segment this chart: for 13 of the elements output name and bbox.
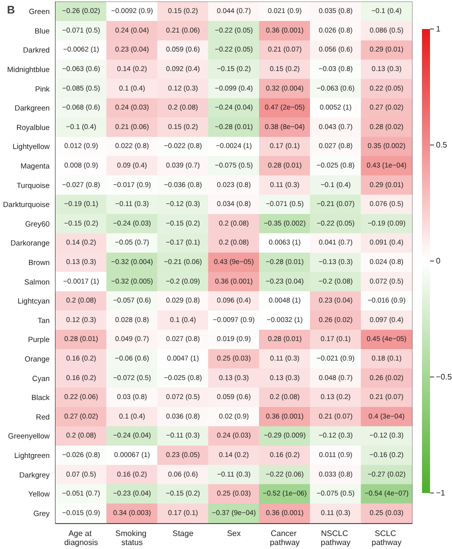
x-tick-label: Age at diagnosis [64,529,98,547]
color-bar-label: −0.5 [436,372,452,382]
x-tick-label: Stage [172,529,194,538]
x-tick-label: Cancer pathway [270,529,300,547]
x-tick-label: Sex [226,529,241,538]
color-bar-label: 0.5 [436,140,448,150]
color-bar-label: 0 [436,256,441,266]
color-bar-label: −1 [436,488,446,498]
x-tick-label: SCLC pathway [372,529,402,547]
chart-title: B [7,4,15,16]
x-tick-label: NSCLC pathway [320,529,351,547]
color-bar-label: 1 [436,24,441,34]
x-tick-label: Smoking status [115,529,149,547]
